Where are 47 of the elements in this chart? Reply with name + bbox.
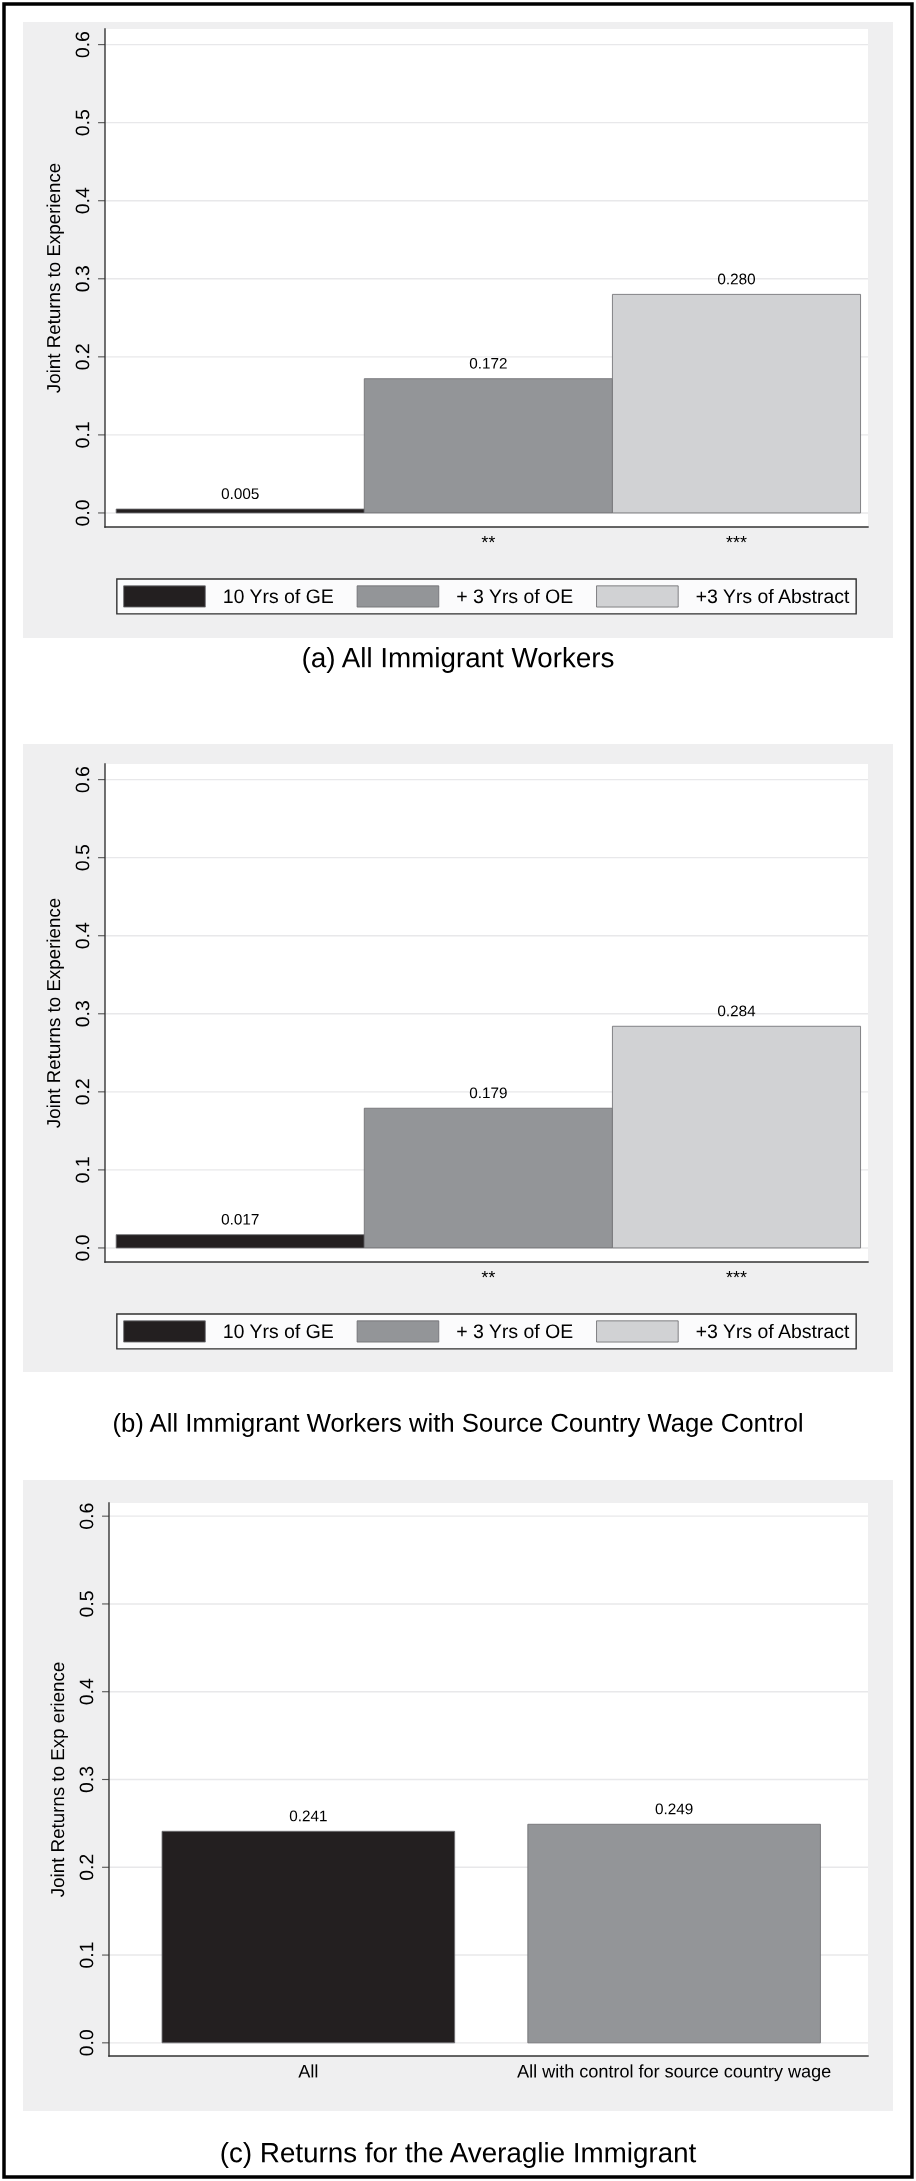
y-axis-title: Joint Returns to Exp erience: [50, 1662, 68, 1897]
y-tick-label: 0.3: [79, 1766, 94, 1793]
legend-label: + 3 Yrs of OE: [457, 588, 573, 604]
data-label: 0.284: [717, 1005, 756, 1017]
legend-label: 10 Yrs of GE: [224, 1323, 333, 1339]
y-tick-label: 0.2: [79, 1854, 94, 1881]
text: (a) All Immigrant Workers: [303, 647, 614, 673]
y-tick-label: 0.4: [75, 922, 90, 949]
y-tick-label: 0.0: [75, 500, 90, 526]
x-tick-label: All: [298, 2064, 318, 2078]
data-label: 0.005: [221, 488, 259, 500]
data-label: 0.280: [717, 273, 756, 285]
y-tick-label: 0.0: [79, 2030, 94, 2056]
y-tick-label: 0.3: [75, 1001, 90, 1027]
y-tick-label: 0.4: [75, 187, 90, 214]
y-tick-label: 0.1: [75, 1157, 90, 1183]
legend-label: 10 Yrs of GE: [224, 588, 333, 604]
legend-label: + 3 Yrs of OE: [457, 1323, 573, 1339]
data-label: 0.179: [469, 1087, 507, 1099]
y-tick-label: 0.4: [79, 1678, 94, 1705]
y-tick-label: 0.5: [75, 109, 90, 136]
x-tick-label: **: [481, 1271, 496, 1278]
y-tick-label: 0.5: [79, 1591, 94, 1617]
legend-label: +3 Yrs of Abstract: [696, 1323, 850, 1339]
y-tick-label: 0.6: [79, 1503, 94, 1529]
x-tick-label: **: [481, 536, 496, 543]
y-tick-label: 0.1: [75, 422, 90, 448]
y-tick-label: 0.0: [75, 1235, 90, 1261]
text: (c) Returns for the Averaglie Immigrant: [221, 2142, 697, 2168]
text: (b) All Immigrant Workers with Source Country Wage Control: [114, 1413, 802, 1437]
y-tick-label: 0.6: [75, 766, 90, 793]
y-tick-label: 0.2: [75, 344, 90, 370]
y-tick-label: 0.2: [75, 1079, 90, 1105]
y-tick-label: 0.5: [75, 844, 90, 871]
y-axis-title: Joint Returns to Experience: [46, 898, 64, 1128]
y-tick-label: 0.6: [75, 31, 90, 58]
y-tick-label: 0.3: [75, 266, 90, 292]
data-label: 0.172: [469, 357, 507, 369]
y-tick-label: 0.1: [79, 1942, 94, 1968]
legend-label: +3 Yrs of Abstract: [696, 588, 850, 604]
data-label: 0.249: [655, 1803, 693, 1815]
x-tick-label: ***: [726, 1271, 747, 1278]
data-label: 0.017: [221, 1213, 259, 1225]
y-axis-title: Joint Returns to Experience: [46, 163, 64, 393]
x-tick-label: ***: [726, 536, 747, 543]
x-tick-label: All with control for source country wage: [517, 2064, 831, 2082]
data-label: 0.241: [289, 1810, 327, 1822]
